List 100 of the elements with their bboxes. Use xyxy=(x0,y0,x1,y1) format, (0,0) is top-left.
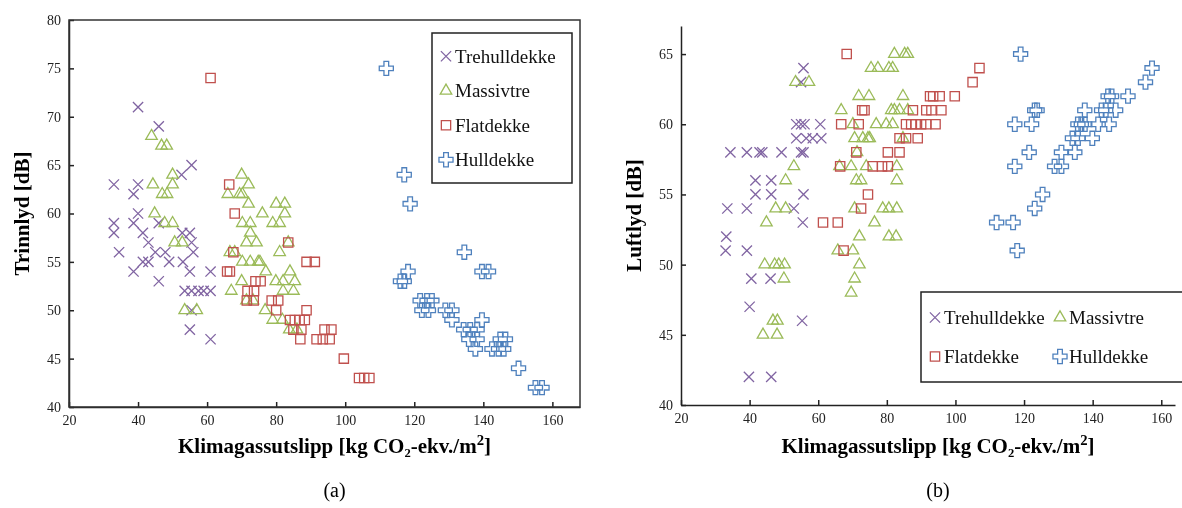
point xyxy=(204,265,217,278)
x-tick-label: 80 xyxy=(269,412,284,428)
text: (b) xyxy=(926,479,950,502)
point xyxy=(1009,242,1025,259)
x-tick-label: 140 xyxy=(1082,410,1104,426)
point xyxy=(1070,130,1086,146)
point xyxy=(907,104,919,116)
point xyxy=(235,273,249,286)
point xyxy=(319,324,330,335)
point xyxy=(137,256,149,268)
point xyxy=(749,174,762,187)
point xyxy=(814,118,827,131)
point xyxy=(250,235,263,247)
point xyxy=(255,206,269,218)
point xyxy=(392,273,409,289)
point xyxy=(278,196,292,208)
point xyxy=(797,188,810,201)
point xyxy=(353,372,365,384)
y-axis-title: Luftlyd [dB] xyxy=(622,159,646,272)
x-tick-label: 120 xyxy=(404,412,426,428)
point xyxy=(235,167,249,179)
point xyxy=(832,217,844,228)
point xyxy=(160,186,174,199)
point xyxy=(797,62,810,74)
point xyxy=(240,235,253,247)
point xyxy=(273,244,287,257)
point xyxy=(1012,46,1029,62)
point xyxy=(474,263,490,280)
point xyxy=(142,236,155,249)
point xyxy=(242,196,255,208)
point xyxy=(378,60,394,77)
point xyxy=(817,217,829,228)
point xyxy=(765,371,777,383)
point xyxy=(400,263,416,280)
point xyxy=(862,189,874,200)
point xyxy=(749,188,762,201)
point xyxy=(795,118,807,131)
y-tick-label: 65 xyxy=(659,47,673,63)
point xyxy=(287,283,300,295)
point xyxy=(148,206,162,218)
legend-label: Trehulldekke xyxy=(944,307,1045,329)
point xyxy=(1101,116,1117,132)
y-tick-label: 45 xyxy=(659,327,673,343)
x-tick-label: 40 xyxy=(131,412,146,428)
point xyxy=(163,256,175,268)
point xyxy=(765,174,777,187)
point xyxy=(278,206,292,218)
point xyxy=(420,302,437,318)
legend-label: Flatdekke xyxy=(455,114,530,136)
point xyxy=(358,372,370,384)
legend-label: Trehulldekke xyxy=(455,45,556,67)
point xyxy=(396,273,412,289)
point xyxy=(444,302,460,318)
point xyxy=(894,133,905,144)
point xyxy=(250,275,261,287)
point xyxy=(235,215,249,228)
point xyxy=(853,118,864,130)
x-axis-title: Klimagassutslipp [kg CO₂-ekv./m$^{2}$] xyxy=(781,432,1095,458)
point xyxy=(283,264,297,276)
point xyxy=(178,302,192,315)
y-tick-label: 40 xyxy=(47,399,61,415)
point xyxy=(474,312,490,328)
point xyxy=(184,323,196,336)
point xyxy=(469,331,485,347)
point xyxy=(1120,88,1136,104)
point xyxy=(132,101,144,113)
x-axis-title: Klimagassutslipp [kg CO₂-ekv./m$^{2}$] xyxy=(178,432,491,458)
point xyxy=(492,331,508,347)
point xyxy=(867,161,879,172)
point xyxy=(461,331,477,347)
point xyxy=(741,202,753,215)
point xyxy=(894,147,905,158)
point xyxy=(235,254,249,266)
point xyxy=(168,235,182,247)
point xyxy=(242,177,255,189)
point xyxy=(145,128,158,141)
point xyxy=(301,304,312,316)
point xyxy=(876,161,888,172)
point xyxy=(338,353,350,364)
text: (a) xyxy=(323,479,346,502)
point xyxy=(158,215,172,228)
point xyxy=(1007,116,1023,132)
point xyxy=(1103,88,1120,104)
point xyxy=(490,341,507,357)
point xyxy=(949,90,961,102)
point xyxy=(166,215,179,228)
point xyxy=(796,315,808,327)
point xyxy=(841,48,852,60)
point xyxy=(273,215,287,228)
x-tick-label: 140 xyxy=(473,412,495,428)
point xyxy=(1084,130,1101,146)
point xyxy=(127,217,140,229)
point xyxy=(266,312,280,324)
point xyxy=(882,147,894,158)
point xyxy=(480,263,497,280)
point xyxy=(719,244,732,257)
point xyxy=(221,186,235,199)
point xyxy=(160,138,174,150)
point xyxy=(745,272,758,285)
legend-label: Massivtre xyxy=(455,80,530,102)
